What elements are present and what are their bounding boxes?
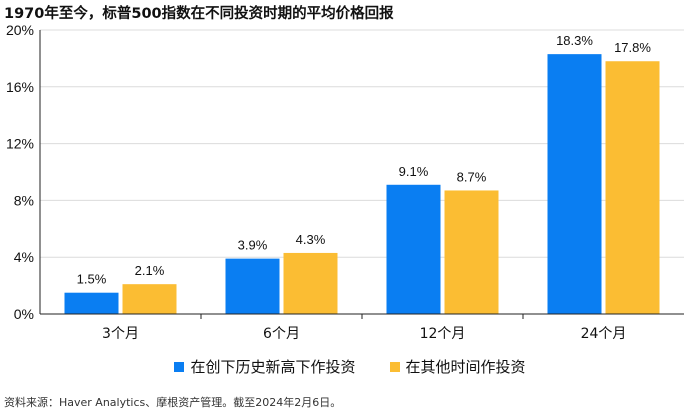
bar-1-3 [386,184,441,314]
y-tick-label: 8% [14,192,34,208]
x-tick-label: 3个月 [102,326,139,342]
data-label: 1.5% [77,272,107,287]
bars [64,54,660,314]
data-label: 2.1% [135,263,165,278]
legend-label-series-2: 在其他时间作投资 [405,358,526,376]
y-tick-label: 20% [6,22,34,38]
chart-title: 1970年至今，标普500指数在不同投资时期的平均价格回报 [4,6,394,22]
legend: 在创下历史新高下作投资 在其他时间作投资 [0,356,700,377]
x-tick-label: 12个月 [420,326,466,342]
bar-2-2 [283,252,338,314]
bar-2-4 [605,61,660,314]
x-tick-label: 24个月 [581,326,627,342]
data-label: 3.9% [238,238,268,253]
legend-item-series-1: 在创下历史新高下作投资 [174,356,356,377]
data-label: 18.3% [556,33,593,48]
axes [39,30,684,319]
y-tick-label: 12% [6,136,34,152]
y-tick-label: 4% [14,249,34,265]
x-tick-label: 6个月 [263,326,300,342]
bar-2-3 [444,190,499,314]
y-axis-ticks: 0% 4% 8% 12% 16% 20% [6,22,34,322]
source-note: 资料来源：Haver Analytics、摩根资产管理。截至2024年2月6日。 [4,396,342,409]
legend-swatch-series-2 [389,361,400,372]
bar-1-4 [547,54,602,314]
data-label: 4.3% [296,232,326,247]
legend-item-series-2: 在其他时间作投资 [389,356,526,377]
bar-1-2 [225,258,280,314]
data-labels: 1.5% 2.1% 3.9% 4.3% 9.1% 8.7% 18.3% 17.8% [77,33,652,287]
bar-chart: 0% 4% 8% 12% 16% 20% 1.5% 2.1% 3.9% 4.3% 9.1% 8.7%… [6,22,684,342]
legend-swatch-series-1 [174,361,185,372]
data-label: 17.8% [614,40,651,55]
y-tick-label: 16% [6,79,34,95]
data-label: 9.1% [399,164,429,179]
bar-2-1 [122,284,177,314]
x-axis-ticks: 3个月 6个月 12个月 24个月 [102,326,626,342]
legend-label-series-1: 在创下历史新高下作投资 [190,358,356,376]
data-label: 8.7% [457,169,487,184]
y-tick-label: 0% [14,306,34,322]
bar-1-1 [64,292,119,314]
